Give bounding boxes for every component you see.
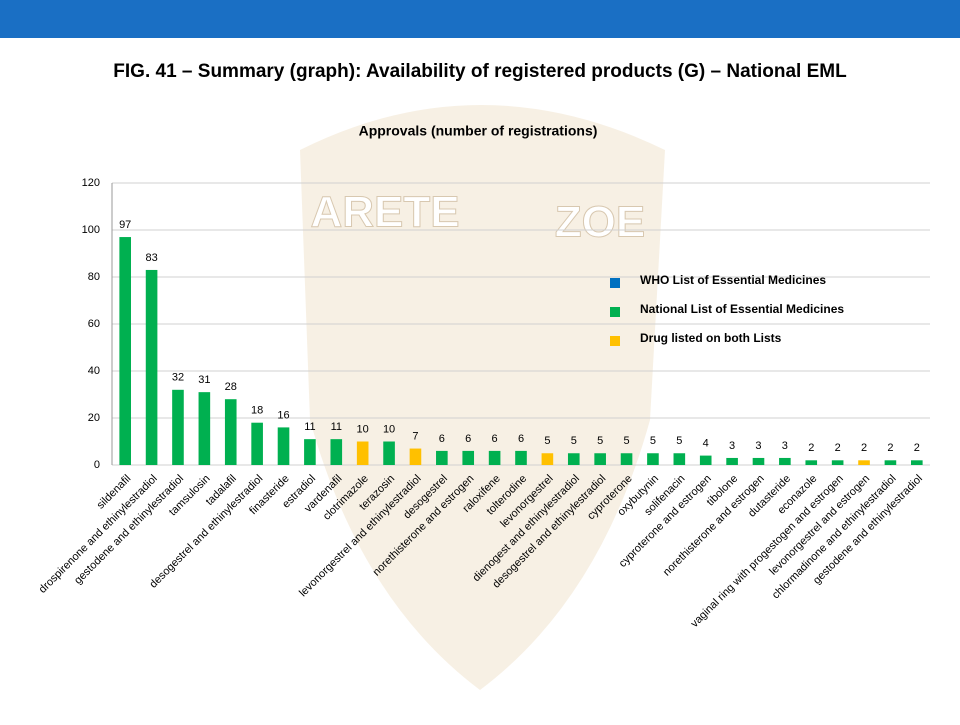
value-label: 4 <box>703 438 709 450</box>
watermark-shield <box>300 105 665 690</box>
bar <box>251 422 263 465</box>
y-tick-label: 40 <box>88 365 100 377</box>
bar <box>805 460 818 465</box>
bar <box>119 237 131 465</box>
bar <box>620 453 633 465</box>
legend-swatch <box>610 336 620 346</box>
value-label: 5 <box>544 435 550 447</box>
value-label: 6 <box>465 433 471 445</box>
value-label: 6 <box>518 433 524 445</box>
bar <box>541 453 554 465</box>
bar <box>647 453 659 465</box>
bar <box>409 448 422 465</box>
bar <box>330 439 343 465</box>
y-tick-label: 0 <box>94 459 100 471</box>
bar <box>436 450 448 465</box>
bar <box>911 460 923 465</box>
watermark-text: ZOE <box>555 198 645 247</box>
value-label: 32 <box>172 372 184 384</box>
value-label: 2 <box>835 442 841 454</box>
bar <box>198 392 211 465</box>
value-label: 83 <box>145 252 157 264</box>
value-label: 3 <box>729 440 735 452</box>
bar <box>726 457 738 465</box>
value-label: 5 <box>571 435 577 447</box>
value-label: 31 <box>198 374 210 386</box>
legend-swatch <box>610 278 620 288</box>
y-tick-label: 20 <box>88 412 100 424</box>
bar <box>594 453 606 465</box>
value-label: 2 <box>914 442 920 454</box>
bar <box>699 455 712 465</box>
bar <box>567 453 580 465</box>
legend-label: WHO List of Essential Medicines <box>640 273 826 287</box>
value-label: 3 <box>755 440 761 452</box>
value-label: 2 <box>861 442 867 454</box>
page-title: FIG. 41 – Summary (graph): Availability … <box>113 61 847 82</box>
bar <box>172 389 184 465</box>
bar <box>752 457 765 465</box>
watermark-text: ARETE <box>310 188 459 237</box>
value-label: 5 <box>623 435 629 447</box>
bar <box>304 439 316 465</box>
value-label: 28 <box>225 381 237 393</box>
bar <box>515 450 527 465</box>
value-label: 10 <box>357 423 369 435</box>
bar <box>884 460 897 465</box>
value-label: 5 <box>597 435 603 447</box>
legend-label: Drug listed on both Lists <box>640 331 782 345</box>
value-label: 11 <box>331 421 342 433</box>
value-label: 10 <box>383 423 395 435</box>
value-label: 18 <box>251 405 263 417</box>
value-label: 6 <box>492 433 498 445</box>
bar <box>488 450 501 465</box>
value-label: 5 <box>676 435 682 447</box>
bar <box>779 457 791 465</box>
value-label: 2 <box>808 442 814 454</box>
bar <box>831 460 844 465</box>
value-label: 2 <box>887 442 893 454</box>
y-tick-label: 60 <box>88 318 100 330</box>
value-label: 6 <box>439 433 445 445</box>
y-tick-label: 120 <box>82 177 100 189</box>
value-label: 5 <box>650 435 656 447</box>
x-tick-label: drospirenone and ethinylestradiol <box>37 473 160 596</box>
bar <box>224 399 237 465</box>
bar <box>383 441 395 465</box>
legend-label: National List of Essential Medicines <box>640 302 844 316</box>
bar <box>277 427 290 465</box>
bar <box>858 460 870 465</box>
y-tick-label: 100 <box>82 224 100 236</box>
legend-swatch <box>610 307 620 317</box>
bar <box>145 269 158 465</box>
header-bar <box>0 0 960 38</box>
chart-title: Approvals (number of registrations) <box>359 123 598 139</box>
value-label: 97 <box>119 219 131 231</box>
value-label: 3 <box>782 440 788 452</box>
value-label: 16 <box>277 409 289 421</box>
bar <box>462 450 475 465</box>
value-label: 7 <box>412 430 418 442</box>
value-label: 11 <box>304 421 315 433</box>
y-tick-label: 80 <box>88 271 100 283</box>
bar <box>673 453 686 465</box>
bar <box>356 441 369 465</box>
